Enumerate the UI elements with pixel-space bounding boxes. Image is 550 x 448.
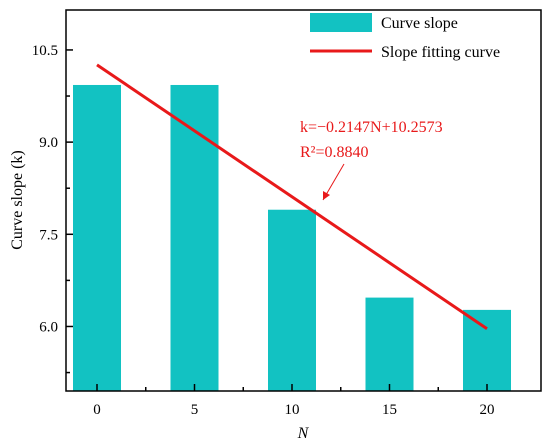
x-axis: 0 5 10 15 20 (93, 384, 495, 418)
fit-line (96, 63, 488, 330)
y-tick-label: 9.0 (39, 135, 58, 151)
y-axis-title: Curve slope (k) (9, 150, 26, 250)
plot-frame (65, 9, 542, 392)
bar-20 (463, 309, 511, 391)
x-tick-label: 15 (382, 402, 397, 418)
x-tick-label: 20 (480, 402, 495, 418)
bars-group (73, 84, 511, 391)
y-tick-label: 7.5 (39, 227, 58, 243)
bar-10 (268, 209, 316, 391)
x-tick-label: 5 (191, 402, 199, 418)
fit-line-group (96, 63, 488, 330)
x-tick-label: 10 (285, 402, 300, 418)
annotation-equation: k=−0.2147N+10.2573 (300, 119, 443, 136)
y-tick-label: 6.0 (39, 319, 58, 335)
y-axis: 6.0 7.5 9.0 10.5 (32, 43, 73, 374)
legend: Curve slope Slope fitting curve (310, 13, 500, 61)
x-tick-label: 0 (93, 402, 101, 418)
legend-swatch-bar (310, 13, 372, 32)
bar-5 (170, 84, 219, 391)
annotation-arrowhead (323, 191, 330, 200)
bar-15 (365, 297, 414, 391)
legend-label-bar: Curve slope (381, 15, 458, 32)
bar-0 (73, 84, 121, 391)
y-tick-label: 10.5 (32, 43, 58, 59)
annotation-r2: R²=0.8840 (300, 144, 369, 161)
legend-label-line: Slope fitting curve (381, 44, 500, 61)
x-axis-title: N (297, 425, 310, 442)
annotation: k=−0.2147N+10.2573 R²=0.8840 (300, 119, 443, 201)
